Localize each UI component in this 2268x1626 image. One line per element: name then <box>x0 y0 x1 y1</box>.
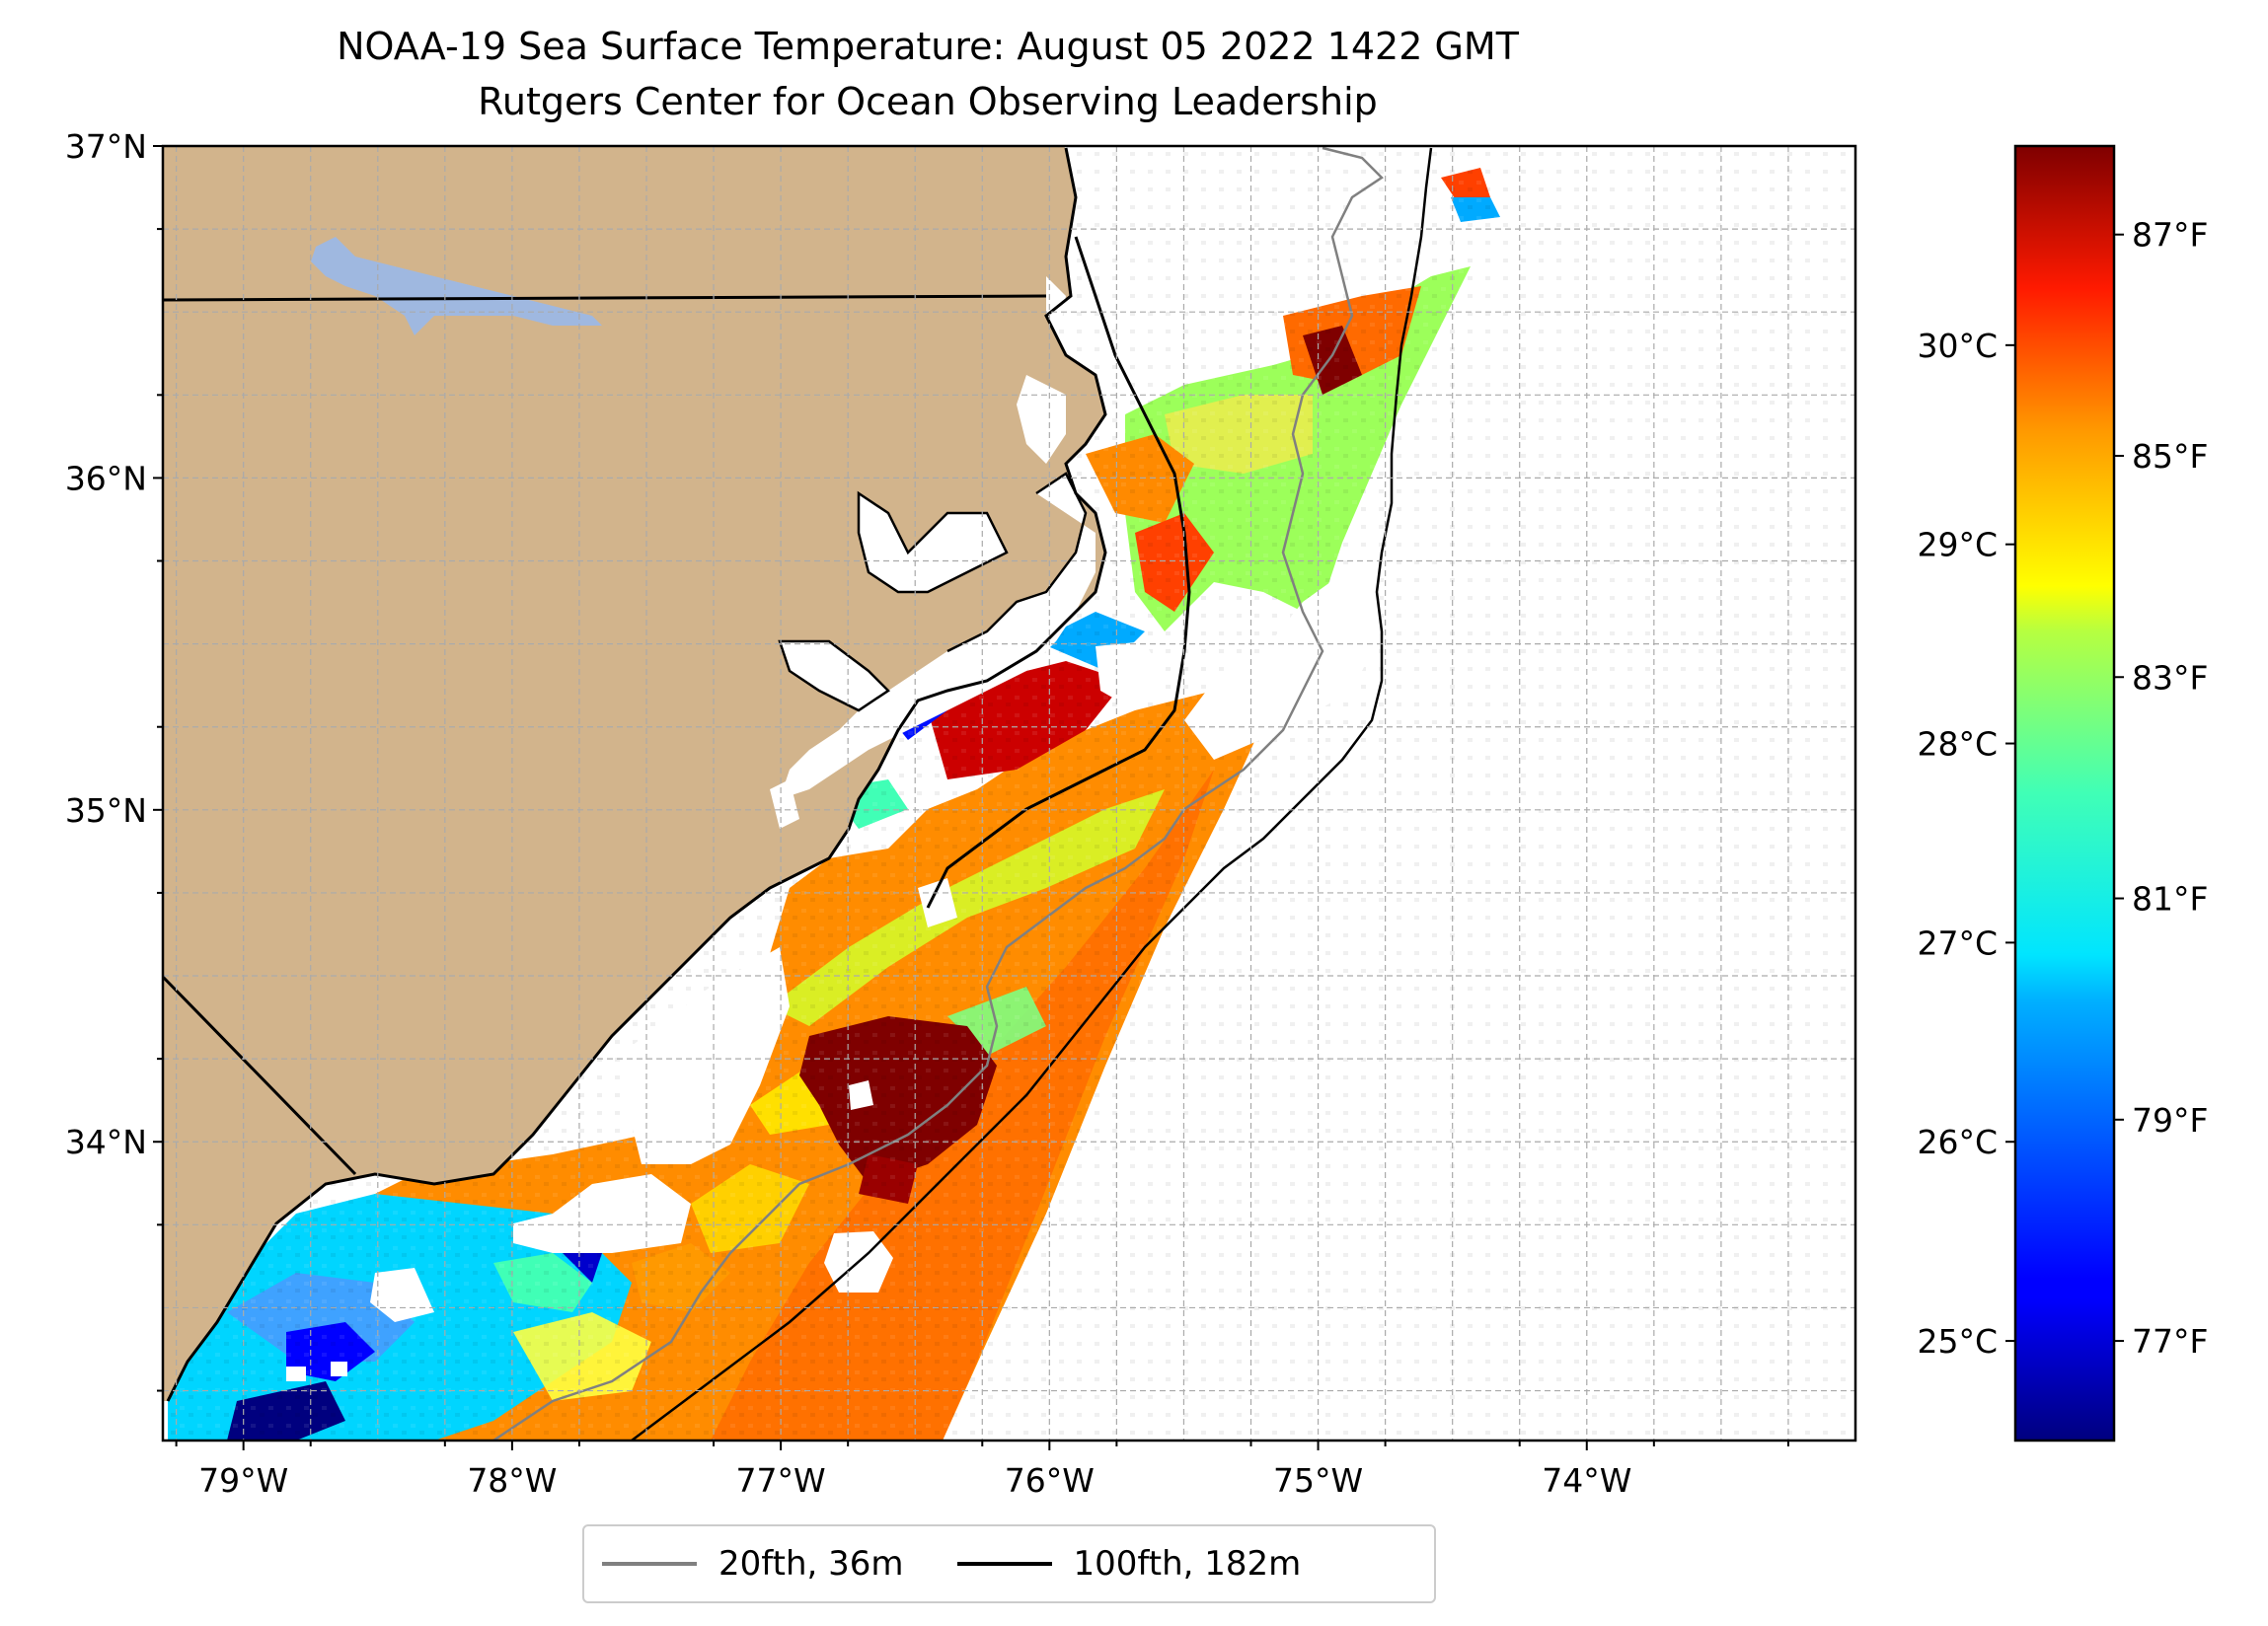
isobath-100fth <box>631 147 1433 1441</box>
gridlines <box>163 146 1855 1441</box>
y-tick-label: 35°N <box>65 791 147 830</box>
axis-labels: 79°W 78°W 77°W 76°W 75°W 74°W 34°N 35°N 36°N 37°N <box>65 127 1632 1500</box>
y-tick-label: 36°N <box>65 459 147 497</box>
plot-frame <box>161 144 1857 1442</box>
colorbar <box>2013 144 2116 1442</box>
legend-label: 100fth, 182m <box>1073 1544 1302 1584</box>
legend-swatch-gray <box>602 1562 697 1566</box>
legend-label: 20fth, 36m <box>718 1544 904 1584</box>
colorbar-ticks <box>2005 233 2124 1343</box>
coastline <box>163 147 1191 1402</box>
celsius-label: 28°C <box>1917 725 1998 764</box>
legend-swatch-black <box>956 1562 1052 1566</box>
fahrenheit-label: 87°F <box>2132 216 2208 255</box>
celsius-label: 25°C <box>1917 1322 1998 1361</box>
x-tick-label: 76°W <box>1005 1461 1095 1500</box>
fahrenheit-label: 85°F <box>2132 437 2208 476</box>
fahrenheit-label: 83°F <box>2132 658 2208 697</box>
fahrenheit-label: 77°F <box>2132 1322 2208 1361</box>
x-tick-label: 77°W <box>736 1461 826 1500</box>
x-tick-label: 79°W <box>198 1461 288 1500</box>
x-tick-label: 78°W <box>467 1461 557 1500</box>
celsius-label: 30°C <box>1917 327 1998 365</box>
celsius-label: 26°C <box>1917 1123 1998 1161</box>
axis-ticks <box>153 145 1789 1450</box>
fahrenheit-label: 81°F <box>2132 880 2208 919</box>
legend-item-20fth: 20fth, 36m <box>602 1544 904 1584</box>
map-subtitle: Rutgers Center for Ocean Observing Leade… <box>478 80 1378 123</box>
y-tick-label: 37°N <box>65 127 147 166</box>
lake <box>311 237 602 335</box>
no-data-gaps <box>286 553 1382 1381</box>
celsius-label: 29°C <box>1917 526 1998 564</box>
y-tick-label: 34°N <box>65 1123 147 1161</box>
x-tick-label: 75°W <box>1273 1461 1363 1500</box>
colorbar-labels: 25°C 26°C 27°C 28°C 29°C 30°C 77°F 79°F 81°F 83°F… <box>1917 216 2208 1361</box>
map-title: NOAA-19 Sea Surface Temperature: August … <box>337 25 1519 68</box>
legend-item-100fth: 100fth, 182m <box>956 1544 1302 1584</box>
x-tick-label: 74°W <box>1542 1461 1631 1500</box>
legend: 20fth, 36m 100fth, 182m <box>582 1524 1436 1603</box>
fahrenheit-label: 79°F <box>2132 1101 2208 1140</box>
celsius-label: 27°C <box>1917 924 1998 962</box>
